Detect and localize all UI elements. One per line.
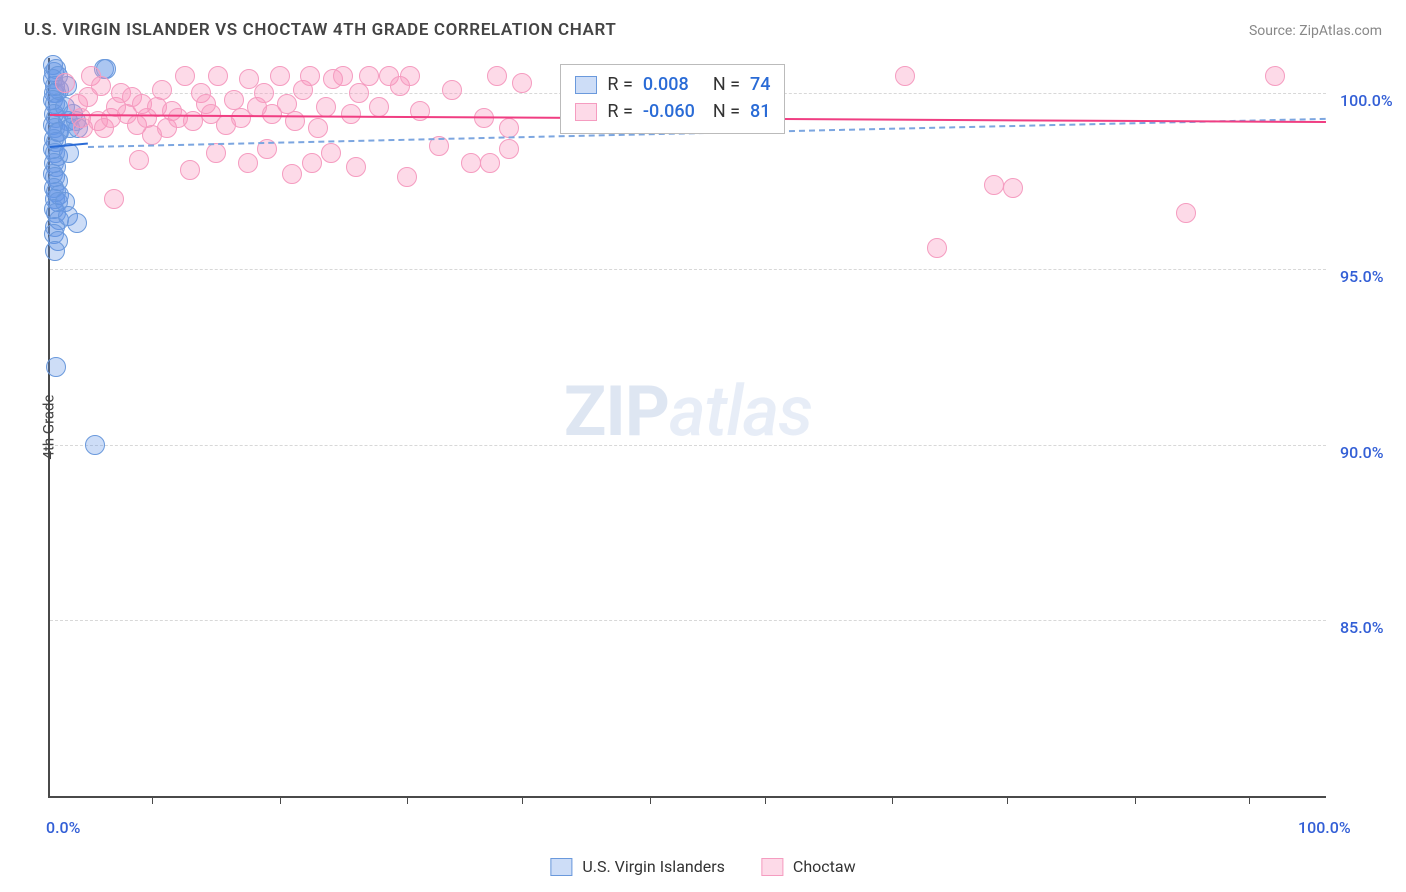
- data-point: [55, 73, 75, 93]
- data-point: [341, 104, 361, 124]
- data-point: [300, 66, 320, 86]
- x-tick: [1007, 796, 1008, 804]
- r-value: 0.008: [643, 71, 703, 98]
- data-point: [1003, 178, 1023, 198]
- legend-swatch: [550, 858, 572, 876]
- info-row: R = -0.060 N = 81: [575, 98, 770, 125]
- data-point: [85, 435, 105, 455]
- x-tick: [650, 796, 651, 804]
- r-label: R =: [607, 71, 632, 98]
- correlation-chart: 4th Grade ZIPatlas R =0.008N =74R =-0.06…: [48, 58, 1326, 798]
- legend-label: Choctaw: [793, 857, 856, 876]
- data-point: [152, 80, 172, 100]
- data-point: [129, 150, 149, 170]
- data-point: [45, 241, 65, 261]
- title-row: U.S. VIRGIN ISLANDER VS CHOCTAW 4TH GRAD…: [0, 0, 1406, 48]
- x-tick: [892, 796, 893, 804]
- data-point: [333, 66, 353, 86]
- data-point: [400, 66, 420, 86]
- data-point: [895, 66, 915, 86]
- data-point: [346, 157, 366, 177]
- x-tick: [522, 796, 523, 804]
- data-point: [46, 357, 66, 377]
- n-value: 81: [750, 98, 770, 125]
- data-point: [1176, 203, 1196, 223]
- data-point: [927, 238, 947, 258]
- data-point: [442, 80, 462, 100]
- legend-item: U.S. Virgin Islanders: [550, 857, 725, 876]
- gridline-h: [50, 269, 1326, 270]
- y-axis-label: 4th Grade: [39, 395, 57, 460]
- r-value: -0.060: [643, 98, 703, 125]
- y-tick-label: 90.0%: [1340, 443, 1384, 462]
- x-tick: [152, 796, 153, 804]
- y-tick-label: 95.0%: [1340, 267, 1384, 286]
- correlation-info-box: R = 0.008 N = 74 R = -0.060 N = 81: [560, 64, 785, 134]
- x-tick: [280, 796, 281, 804]
- legend-swatch: [575, 76, 597, 94]
- data-point: [254, 83, 274, 103]
- x-tick: [1249, 796, 1250, 804]
- data-point: [316, 97, 336, 117]
- watermark-atlas: atlas: [669, 371, 812, 453]
- data-point: [208, 66, 228, 86]
- r-label: R =: [607, 98, 632, 125]
- watermark: ZIPatlas: [564, 371, 812, 453]
- x-tick: [765, 796, 766, 804]
- y-tick-label: 85.0%: [1340, 618, 1384, 637]
- data-point: [1265, 66, 1285, 86]
- data-point: [282, 164, 302, 184]
- data-point: [308, 118, 328, 138]
- data-point: [984, 175, 1004, 195]
- n-label: N =: [713, 71, 740, 98]
- source-label: Source: ZipAtlas.com: [1249, 23, 1382, 39]
- gridline-h: [50, 620, 1326, 621]
- y-tick-label: 100.0%: [1340, 91, 1393, 110]
- legend-swatch: [575, 103, 597, 121]
- legend-item: Choctaw: [761, 857, 856, 876]
- data-point: [67, 213, 87, 233]
- x-tick-label-left: 0.0%: [46, 818, 80, 837]
- data-point: [461, 153, 481, 173]
- data-point: [104, 189, 124, 209]
- data-point: [369, 97, 389, 117]
- legend-swatch: [761, 858, 783, 876]
- chart-title: U.S. VIRGIN ISLANDER VS CHOCTAW 4TH GRAD…: [24, 20, 616, 40]
- data-point: [487, 66, 507, 86]
- data-point: [321, 143, 341, 163]
- data-point: [270, 66, 290, 86]
- n-label: N =: [713, 98, 740, 125]
- data-point: [499, 139, 519, 159]
- data-point: [349, 83, 369, 103]
- x-tick-label-right: 100.0%: [1298, 818, 1351, 837]
- x-tick: [407, 796, 408, 804]
- watermark-zip: ZIP: [564, 371, 669, 453]
- data-point: [175, 66, 195, 86]
- info-row: R = 0.008 N = 74: [575, 71, 770, 98]
- data-point: [397, 167, 417, 187]
- data-point: [480, 153, 500, 173]
- bottom-legend: U.S. Virgin Islanders Choctaw: [550, 857, 855, 876]
- x-tick: [1135, 796, 1136, 804]
- data-point: [180, 160, 200, 180]
- data-point: [512, 73, 532, 93]
- data-point: [285, 111, 305, 131]
- legend-label: U.S. Virgin Islanders: [582, 857, 725, 876]
- data-point: [206, 143, 226, 163]
- data-point: [91, 76, 111, 96]
- n-value: 74: [750, 71, 770, 98]
- data-point: [302, 153, 322, 173]
- data-point: [359, 66, 379, 86]
- data-point: [238, 153, 258, 173]
